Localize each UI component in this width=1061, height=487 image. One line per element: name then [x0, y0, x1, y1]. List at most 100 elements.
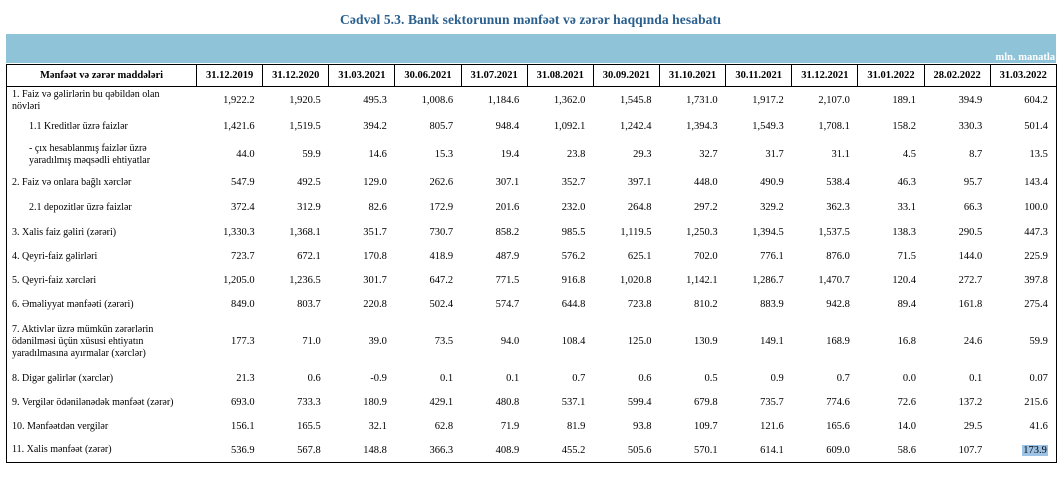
value-cell: 609.0 [791, 438, 858, 463]
value-cell: 275.4 [990, 292, 1057, 317]
value-cell: 15.3 [434, 149, 454, 160]
value-cell: 774.6 [826, 397, 850, 408]
value-cell: 165.6 [826, 421, 850, 432]
value-cell: 538.4 [826, 177, 850, 188]
value-cell: 264.8 [627, 202, 652, 213]
header-date-column: 30.06.2021 [394, 64, 462, 87]
value-cell: 1,549.3 [752, 121, 784, 132]
value-cell: 1,421.6 [223, 121, 255, 132]
value-cell: 0.07 [990, 366, 1057, 391]
value-cell: 1,330.3 [223, 227, 255, 238]
header-date-column: 31.01.2022 [857, 64, 925, 87]
value-cell: 625.1 [627, 251, 652, 262]
value-cell: 173.9 [990, 438, 1057, 463]
value-cell: 0.5 [704, 373, 718, 384]
value-cell: 2,107.0 [818, 95, 850, 107]
value-cell: 501.4 [990, 114, 1057, 139]
header-row: Mənfəət və zərər maddələri 31.12.2019 31.1… [6, 64, 1057, 87]
value-cell: 916.8 [561, 275, 586, 286]
value-cell: 232.0 [561, 202, 586, 213]
value-cell: 942.8 [826, 299, 850, 310]
value-cell: 107.7 [924, 438, 991, 463]
value-cell: 570.1 [659, 438, 726, 463]
value-cell: 352.7 [561, 177, 586, 188]
row-label: - çıx hesablanmış faizlər üzrə yaradılmı… [6, 138, 197, 171]
table-row: 10. Mənfəətdən vergilər 156.1 165.5 32.1 62.… [6, 414, 1057, 439]
value-cell: 220.8 [363, 299, 387, 310]
value-cell: 41.6 [990, 414, 1057, 439]
value-cell: 168.9 [826, 336, 850, 347]
value-cell: 1,731.0 [686, 95, 718, 107]
value-cell: 59.9 [302, 149, 321, 160]
value-cell: 82.6 [368, 202, 387, 213]
row-label: 1.1 Kreditlər üzrə faizlər [6, 114, 197, 139]
value-cell: 1,470.7 [818, 275, 850, 286]
value-cell: 599.4 [627, 397, 652, 408]
table-row: 6. Əməliyyat mənfəəti (zərəri) 849.0 803.7… [6, 292, 1057, 317]
value-cell: 31.1 [831, 149, 850, 160]
value-cell: 0.6 [638, 373, 652, 384]
value-cell: 125.0 [627, 336, 652, 347]
value-cell: 1,708.1 [818, 121, 850, 132]
value-cell: 492.5 [297, 177, 321, 188]
value-cell: 730.7 [429, 227, 454, 238]
value-cell: 1,020.8 [619, 275, 652, 286]
value-cell: 307.1 [495, 177, 520, 188]
header-band [6, 34, 1056, 63]
value-cell: 165.5 [297, 421, 321, 432]
value-cell: 144.0 [958, 251, 983, 262]
value-cell: 502.4 [429, 299, 454, 310]
value-cell: 1,119.5 [620, 227, 652, 238]
value-cell: 948.4 [495, 121, 520, 132]
header-date-column: 31.07.2021 [460, 64, 528, 87]
value-cell: 14.6 [368, 149, 387, 160]
value-cell: 121.6 [760, 421, 784, 432]
table-row: 2. Faiz və onlara bağlı xərclər 547.9 492.… [6, 170, 1057, 195]
value-cell: 21.3 [236, 373, 255, 384]
header-item-column: Mənfəət və zərər maddələri [6, 64, 197, 87]
value-cell: 31.7 [765, 149, 784, 160]
value-cell: 1,236.5 [289, 275, 321, 286]
value-cell: 567.8 [262, 438, 329, 463]
value-cell: 19.4 [500, 149, 520, 160]
value-cell: 71.0 [302, 336, 321, 347]
value-cell: 62.8 [434, 421, 454, 432]
value-cell: 397.1 [627, 177, 652, 188]
value-cell: 397.8 [990, 268, 1057, 293]
table-row: 8. Digər gəlirlər (xərclər) 21.3 0.6 -0.9 0.… [6, 366, 1057, 391]
value-cell: 94.0 [500, 336, 520, 347]
value-cell: 109.7 [694, 421, 718, 432]
value-cell: 647.2 [429, 275, 454, 286]
selected-value[interactable]: 173.9 [1022, 444, 1048, 456]
header-date-column: 31.12.2021 [791, 64, 859, 87]
value-cell: 702.0 [694, 251, 718, 262]
value-cell: 73.5 [434, 336, 454, 347]
value-cell: 29.3 [633, 149, 652, 160]
value-cell: 0.0 [902, 373, 917, 384]
value-cell: 215.6 [990, 390, 1057, 415]
value-cell: 1,286.7 [752, 275, 784, 286]
value-cell: 735.7 [760, 397, 784, 408]
value-cell: 149.1 [760, 336, 784, 347]
value-cell: 120.4 [892, 275, 917, 286]
value-cell: 1,368.1 [289, 227, 321, 238]
value-cell: 858.2 [495, 227, 520, 238]
row-label: 1. Faiz və gəlirlərin bu qəbildən olan n… [6, 86, 197, 115]
value-cell: 429.1 [429, 397, 454, 408]
value-cell: 448.0 [694, 177, 718, 188]
value-cell: 93.8 [633, 421, 652, 432]
value-cell: 0.1 [969, 373, 983, 384]
header-date-column: 28.02.2022 [923, 64, 991, 87]
table-row: 5. Qeyri-faiz xərcləri 1,205.0 1,236.5 301.… [6, 268, 1057, 293]
row-label: 4. Qeyri-faiz gəlirləri [6, 244, 197, 269]
value-cell: 177.3 [231, 336, 255, 347]
value-cell: 59.9 [990, 316, 1057, 367]
value-cell: 29.5 [963, 421, 983, 432]
value-cell: 138.3 [892, 227, 917, 238]
value-cell: 108.4 [561, 336, 586, 347]
row-label: 6. Əməliyyat mənfəəti (zərəri) [6, 292, 197, 317]
value-cell: 810.2 [694, 299, 718, 310]
value-cell: 803.7 [297, 299, 321, 310]
value-cell: 1,205.0 [223, 275, 255, 286]
value-cell: 301.7 [363, 275, 387, 286]
